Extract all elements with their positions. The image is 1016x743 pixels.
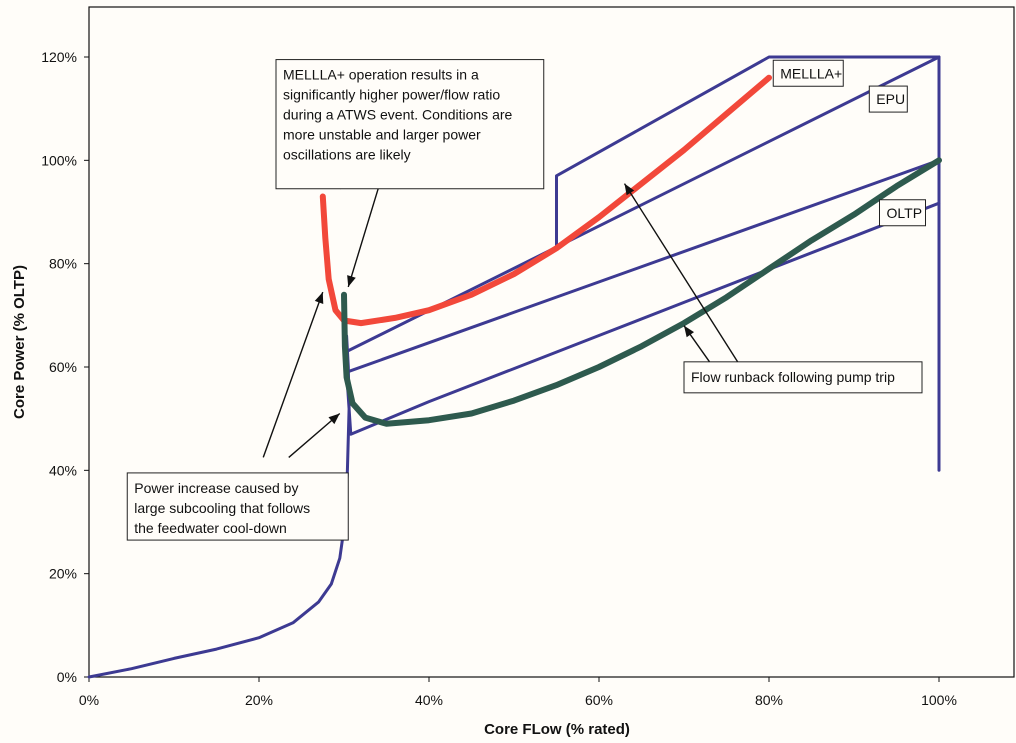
arrow-head bbox=[624, 183, 635, 196]
y-axis-title: Core Power (% OLTP) bbox=[11, 265, 28, 419]
x-tick-label: 40% bbox=[415, 692, 443, 708]
annotation-runback-note: Flow runback following pump trip bbox=[623, 183, 923, 394]
series-operating-boundary bbox=[87, 201, 941, 679]
annotation-line: during a ATWS event. Conditions are bbox=[283, 107, 513, 123]
y-tick-label: 40% bbox=[49, 462, 77, 478]
y-tick-label: 60% bbox=[49, 359, 77, 375]
y-tick-label: 100% bbox=[41, 152, 77, 168]
annotation-mellla-note: MELLLA+ operation results in a significan… bbox=[275, 59, 545, 288]
y-tick-label: 20% bbox=[49, 566, 77, 582]
series-oltp-limit bbox=[345, 158, 941, 374]
y-tick-label: 0% bbox=[57, 669, 77, 685]
y-axis: 0% 20% 40% 60% 80% 100% 120% bbox=[41, 49, 89, 685]
region-label-oltp: OLTP bbox=[879, 199, 926, 227]
region-label-box bbox=[868, 85, 908, 113]
arrow-head bbox=[684, 325, 695, 338]
annotation-arrow bbox=[623, 183, 740, 365]
arrow-head bbox=[314, 292, 324, 304]
annotation-arrow bbox=[262, 291, 324, 458]
series-layer bbox=[87, 55, 942, 679]
y-tick-label: 120% bbox=[41, 49, 77, 65]
annotation-line: Flow runback following pump trip bbox=[691, 369, 895, 385]
arrow-head bbox=[347, 275, 356, 287]
x-tick-label: 20% bbox=[245, 692, 273, 708]
series-mellla-plus-runback bbox=[319, 74, 772, 327]
x-tick-label: 80% bbox=[755, 692, 783, 708]
annotation-line: the feedwater cool-down bbox=[134, 520, 287, 536]
plot-area bbox=[88, 6, 1015, 678]
annotation-box bbox=[683, 361, 923, 394]
region-labels: MELLLA+ EPU OLTP bbox=[772, 59, 926, 227]
x-tick-label: 100% bbox=[921, 692, 957, 708]
annotation-line: MELLLA+ operation results in a bbox=[283, 67, 479, 83]
region-label-epu: EPU bbox=[868, 85, 908, 113]
annotation-box bbox=[126, 472, 349, 541]
x-axis: 0% 20% 40% 60% 80% 100% bbox=[79, 677, 957, 708]
annotation-subcooling-note: Power increase caused by large subcooling… bbox=[126, 291, 349, 541]
x-tick-label: 60% bbox=[585, 692, 613, 708]
arrow-head bbox=[328, 413, 340, 425]
region-label-text: MELLLA+ bbox=[780, 65, 842, 81]
annotation-line: more unstable and larger power bbox=[283, 127, 481, 143]
annotation-line: Power increase caused by bbox=[134, 480, 298, 496]
region-label-text: OLTP bbox=[887, 205, 923, 221]
series-oltp-runback bbox=[341, 157, 942, 427]
annotation-box bbox=[275, 59, 545, 190]
annotations: MELLLA+ operation results in a significan… bbox=[126, 59, 923, 541]
series-mellla-limit bbox=[555, 55, 941, 472]
y-tick-label: 80% bbox=[49, 256, 77, 272]
x-axis-title: Core FLow (% rated) bbox=[484, 721, 630, 738]
annotation-arrow bbox=[288, 412, 341, 458]
region-label-box bbox=[879, 199, 926, 227]
region-label-mellla: MELLLA+ bbox=[772, 59, 844, 87]
annotation-line: oscillations are likely bbox=[283, 147, 411, 163]
region-label-box bbox=[772, 59, 844, 87]
annotation-line: large subcooling that follows bbox=[134, 500, 310, 516]
region-label-text: EPU bbox=[876, 91, 905, 107]
annotation-line: significantly higher power/flow ratio bbox=[283, 87, 500, 103]
x-tick-label: 0% bbox=[79, 692, 99, 708]
